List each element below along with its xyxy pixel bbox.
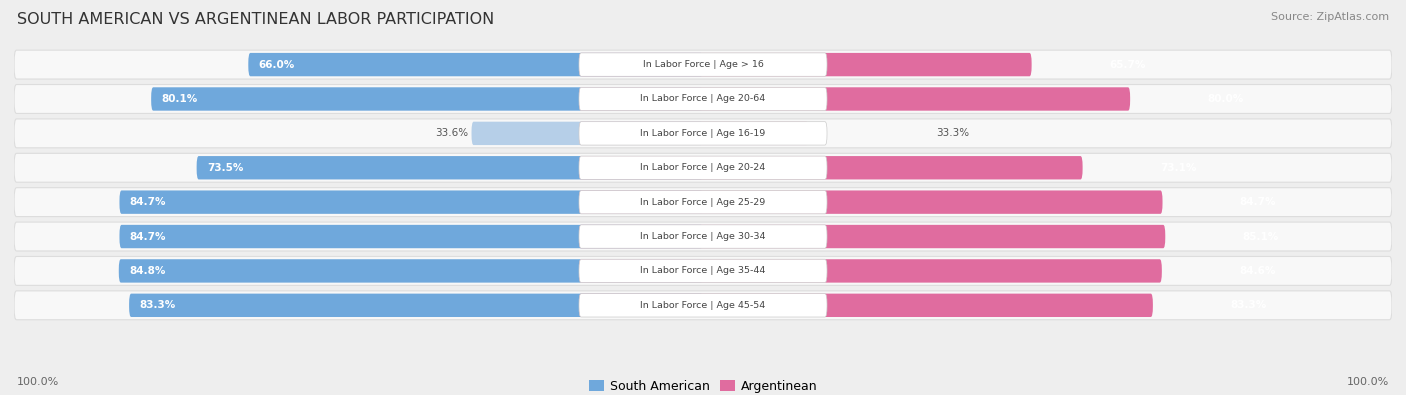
Text: Source: ZipAtlas.com: Source: ZipAtlas.com (1271, 12, 1389, 22)
FancyBboxPatch shape (579, 190, 827, 214)
FancyBboxPatch shape (579, 293, 827, 317)
Text: In Labor Force | Age 16-19: In Labor Force | Age 16-19 (640, 129, 766, 138)
FancyBboxPatch shape (120, 190, 703, 214)
FancyBboxPatch shape (579, 53, 827, 76)
FancyBboxPatch shape (14, 291, 1392, 320)
Text: In Labor Force | Age 30-34: In Labor Force | Age 30-34 (640, 232, 766, 241)
FancyBboxPatch shape (579, 122, 827, 145)
Text: In Labor Force | Age 20-64: In Labor Force | Age 20-64 (640, 94, 766, 103)
Text: 84.7%: 84.7% (129, 231, 166, 241)
FancyBboxPatch shape (14, 119, 1392, 148)
FancyBboxPatch shape (579, 225, 827, 248)
Text: 66.0%: 66.0% (259, 60, 295, 70)
Text: 33.3%: 33.3% (936, 128, 969, 138)
Text: 84.8%: 84.8% (129, 266, 166, 276)
Text: 65.7%: 65.7% (1109, 60, 1146, 70)
Text: 80.0%: 80.0% (1208, 94, 1244, 104)
Text: 83.3%: 83.3% (1230, 300, 1267, 310)
FancyBboxPatch shape (579, 122, 808, 145)
Text: In Labor Force | Age 25-29: In Labor Force | Age 25-29 (640, 198, 766, 207)
FancyBboxPatch shape (579, 87, 1130, 111)
Text: 73.5%: 73.5% (207, 163, 243, 173)
Legend: South American, Argentinean: South American, Argentinean (583, 375, 823, 395)
FancyBboxPatch shape (197, 156, 703, 179)
FancyBboxPatch shape (14, 188, 1392, 216)
Text: 73.1%: 73.1% (1160, 163, 1197, 173)
FancyBboxPatch shape (579, 259, 1161, 282)
FancyBboxPatch shape (579, 53, 1032, 76)
FancyBboxPatch shape (249, 53, 703, 76)
Text: 85.1%: 85.1% (1243, 231, 1279, 241)
Text: 33.6%: 33.6% (434, 128, 468, 138)
FancyBboxPatch shape (152, 87, 703, 111)
Text: SOUTH AMERICAN VS ARGENTINEAN LABOR PARTICIPATION: SOUTH AMERICAN VS ARGENTINEAN LABOR PART… (17, 12, 494, 27)
Text: 84.6%: 84.6% (1239, 266, 1275, 276)
Text: 80.1%: 80.1% (162, 94, 198, 104)
FancyBboxPatch shape (14, 256, 1392, 285)
FancyBboxPatch shape (579, 87, 827, 111)
FancyBboxPatch shape (14, 85, 1392, 113)
Text: 84.7%: 84.7% (129, 197, 166, 207)
FancyBboxPatch shape (129, 293, 703, 317)
FancyBboxPatch shape (118, 259, 703, 282)
Text: In Labor Force | Age 45-54: In Labor Force | Age 45-54 (640, 301, 766, 310)
FancyBboxPatch shape (579, 156, 1083, 179)
Text: In Labor Force | Age > 16: In Labor Force | Age > 16 (643, 60, 763, 69)
FancyBboxPatch shape (120, 225, 703, 248)
FancyBboxPatch shape (579, 190, 1163, 214)
FancyBboxPatch shape (579, 156, 827, 179)
FancyBboxPatch shape (579, 225, 1166, 248)
FancyBboxPatch shape (471, 122, 703, 145)
Text: 100.0%: 100.0% (1347, 377, 1389, 387)
Text: In Labor Force | Age 20-24: In Labor Force | Age 20-24 (640, 163, 766, 172)
Text: In Labor Force | Age 35-44: In Labor Force | Age 35-44 (640, 266, 766, 275)
FancyBboxPatch shape (579, 259, 827, 282)
FancyBboxPatch shape (14, 50, 1392, 79)
Text: 84.7%: 84.7% (1240, 197, 1277, 207)
FancyBboxPatch shape (14, 222, 1392, 251)
FancyBboxPatch shape (579, 293, 1153, 317)
Text: 83.3%: 83.3% (139, 300, 176, 310)
FancyBboxPatch shape (14, 153, 1392, 182)
Text: 100.0%: 100.0% (17, 377, 59, 387)
